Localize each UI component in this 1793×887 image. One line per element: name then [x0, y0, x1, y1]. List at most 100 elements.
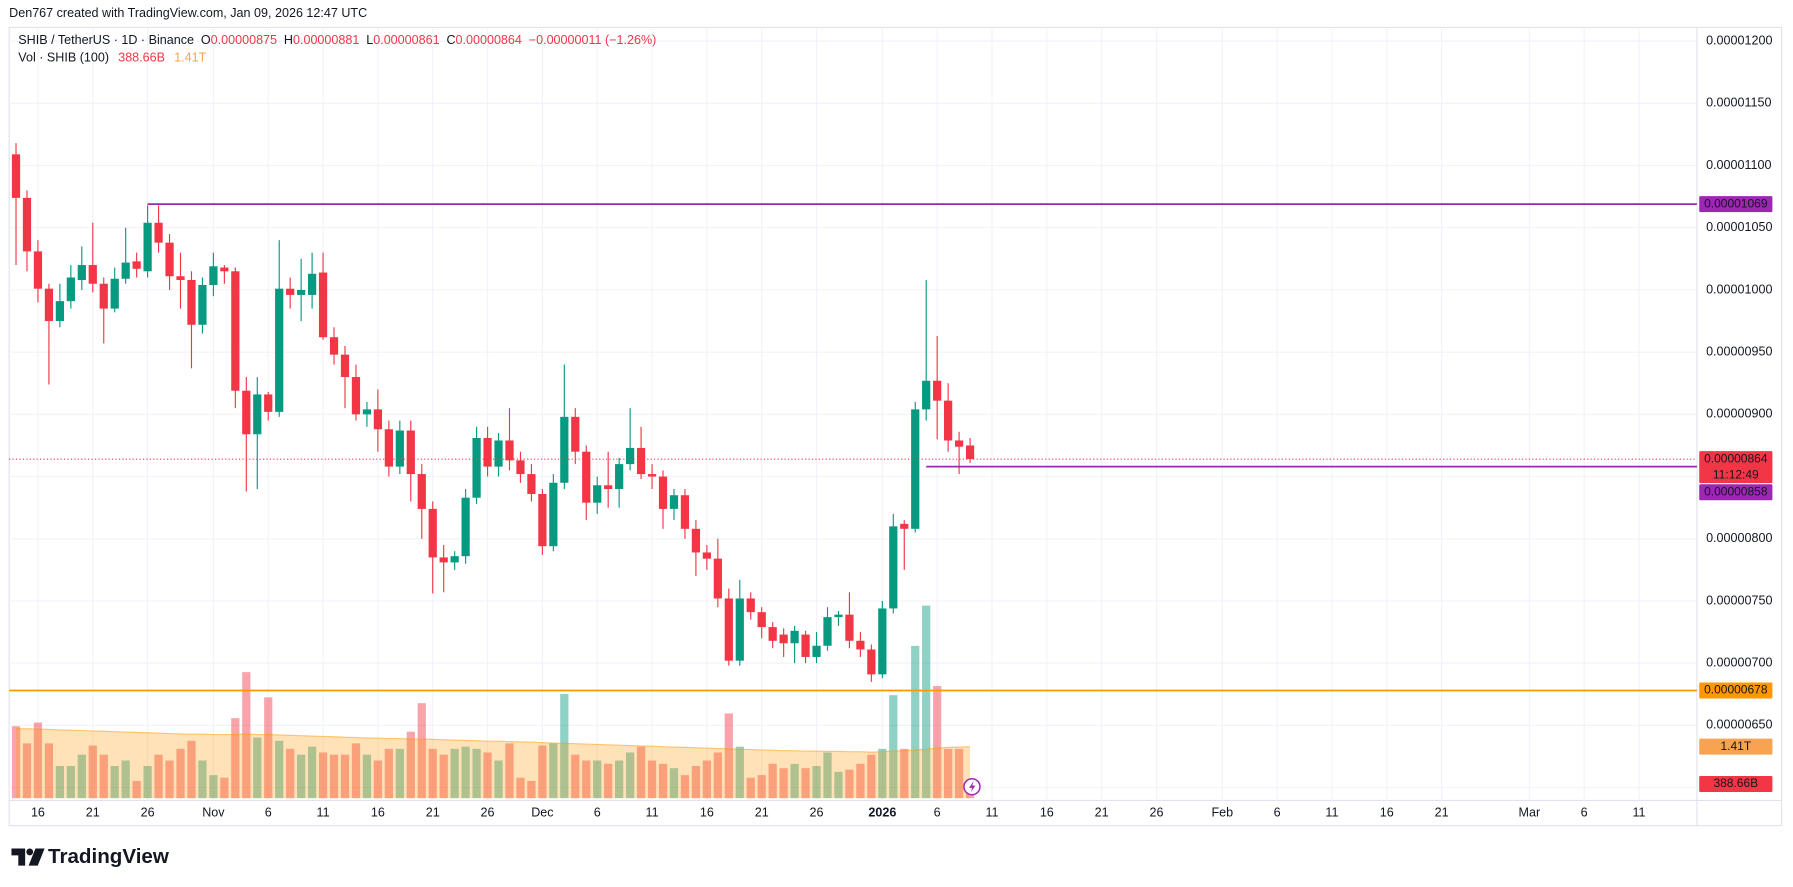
- candle-body: [154, 222, 163, 243]
- candle-body: [878, 608, 887, 675]
- ohlc-label: C: [446, 33, 455, 47]
- volume-bar: [242, 672, 251, 799]
- volume-bar: [22, 743, 32, 799]
- candle-body: [779, 634, 788, 644]
- price-badge-label: 0.00000858: [1704, 484, 1768, 498]
- axis-layer: 16 21 26 Nov 6 11 16 21 26 Dec 6 11 16 21 26 2026 6 11 16 2…: [31, 33, 1773, 819]
- candle-body: [472, 437, 481, 498]
- y-tick-label: 0.00001150: [1706, 96, 1771, 110]
- candle-body: [253, 394, 262, 435]
- volume-bar: [362, 754, 372, 799]
- volume-bar: [11, 726, 21, 799]
- candle-body: [44, 288, 54, 322]
- candle-body: [691, 528, 701, 553]
- x-tick-label: 2026: [868, 805, 896, 819]
- candle-body: [121, 262, 130, 279]
- price-badge: [1699, 451, 1773, 484]
- candle-body: [373, 409, 383, 430]
- y-tick-label: 0.00000900: [1706, 407, 1772, 421]
- candle-body: [713, 558, 722, 599]
- volume-bar: [746, 777, 755, 799]
- volume-bar: [384, 748, 393, 799]
- x-tick-label: 21: [1095, 805, 1109, 819]
- volume-bar: [538, 745, 547, 799]
- candle-body: [351, 377, 361, 415]
- candle-body: [264, 394, 273, 412]
- candle-body: [340, 354, 350, 378]
- candle-body: [66, 277, 75, 302]
- candle-body: [757, 612, 766, 628]
- x-tick-label: 21: [755, 805, 769, 819]
- candle-body: [636, 447, 646, 475]
- alert-icon: [963, 777, 981, 796]
- legend-main: SHIB / TetherUS · 1D · Binance O0.0000087…: [18, 33, 656, 47]
- volume-bar: [77, 754, 86, 799]
- candle-body: [812, 645, 821, 657]
- x-tick-label: Feb: [1211, 805, 1233, 819]
- volume-bar: [593, 760, 602, 799]
- candle-body: [933, 380, 942, 401]
- candle-body: [461, 497, 470, 557]
- x-tick-label: 6: [265, 805, 272, 819]
- price-badge-label: 0.00000864: [1704, 451, 1768, 465]
- candle-body: [549, 482, 558, 547]
- ohlc-value: 0.00000861: [373, 33, 439, 47]
- candle-body: [735, 598, 744, 661]
- candle-body: [845, 614, 854, 641]
- x-tick-label: 16: [31, 805, 45, 819]
- candle-body: [768, 627, 777, 641]
- candle-body: [724, 598, 733, 661]
- candle-body: [658, 476, 668, 509]
- volume-bar: [132, 780, 141, 799]
- volume-bar: [944, 748, 953, 799]
- candle-body: [220, 267, 229, 272]
- candle-body: [22, 197, 32, 252]
- x-tick-label: Dec: [531, 805, 553, 819]
- candle-body: [307, 273, 317, 295]
- candle-body: [406, 430, 415, 475]
- volume-bar: [954, 748, 964, 799]
- logo-dot: [26, 848, 34, 856]
- candle-body: [198, 284, 207, 325]
- volume-bar: [253, 737, 262, 799]
- x-tick-label: 16: [1040, 805, 1054, 819]
- candle-body: [297, 289, 306, 295]
- x-tick-label: 26: [810, 805, 824, 819]
- candle-body: [362, 409, 372, 415]
- volume-bar: [340, 754, 350, 799]
- candle-body: [790, 630, 799, 644]
- volume-bar: [417, 703, 426, 799]
- volume-bar: [856, 763, 865, 799]
- volume-bar: [450, 748, 459, 799]
- brand-name: TradingView: [48, 845, 170, 868]
- volume-bar: [658, 763, 668, 799]
- volume-bar: [812, 766, 821, 799]
- candle-body: [647, 474, 657, 477]
- volume-bar: [801, 768, 810, 799]
- volume-bar: [33, 722, 43, 799]
- x-tick-label: 26: [141, 805, 155, 819]
- line-layer: [9, 203, 1697, 692]
- volume-bar: [318, 752, 328, 799]
- x-tick-label: 16: [371, 805, 385, 819]
- candle-body: [428, 508, 437, 558]
- candle-body: [11, 154, 21, 198]
- volume-bar: [680, 775, 690, 799]
- price-badge-label: 388.66B: [1713, 776, 1758, 790]
- candle-body: [494, 440, 503, 467]
- volume-bar: [286, 748, 295, 799]
- logo-slash: [28, 848, 45, 866]
- volume-bar: [165, 760, 174, 799]
- candle-body: [889, 526, 898, 609]
- volume-bar: [99, 754, 108, 799]
- volume-bar: [44, 743, 54, 799]
- volume-bar: [900, 748, 909, 799]
- volume-layer: [11, 605, 975, 799]
- volume-bar: [231, 718, 240, 799]
- volume-bar: [845, 769, 854, 799]
- chart-frame: [8, 26, 1783, 827]
- candle-body: [176, 276, 185, 280]
- volume-bar: [922, 605, 931, 799]
- candle-body: [702, 552, 711, 559]
- volume-bar: [615, 760, 624, 799]
